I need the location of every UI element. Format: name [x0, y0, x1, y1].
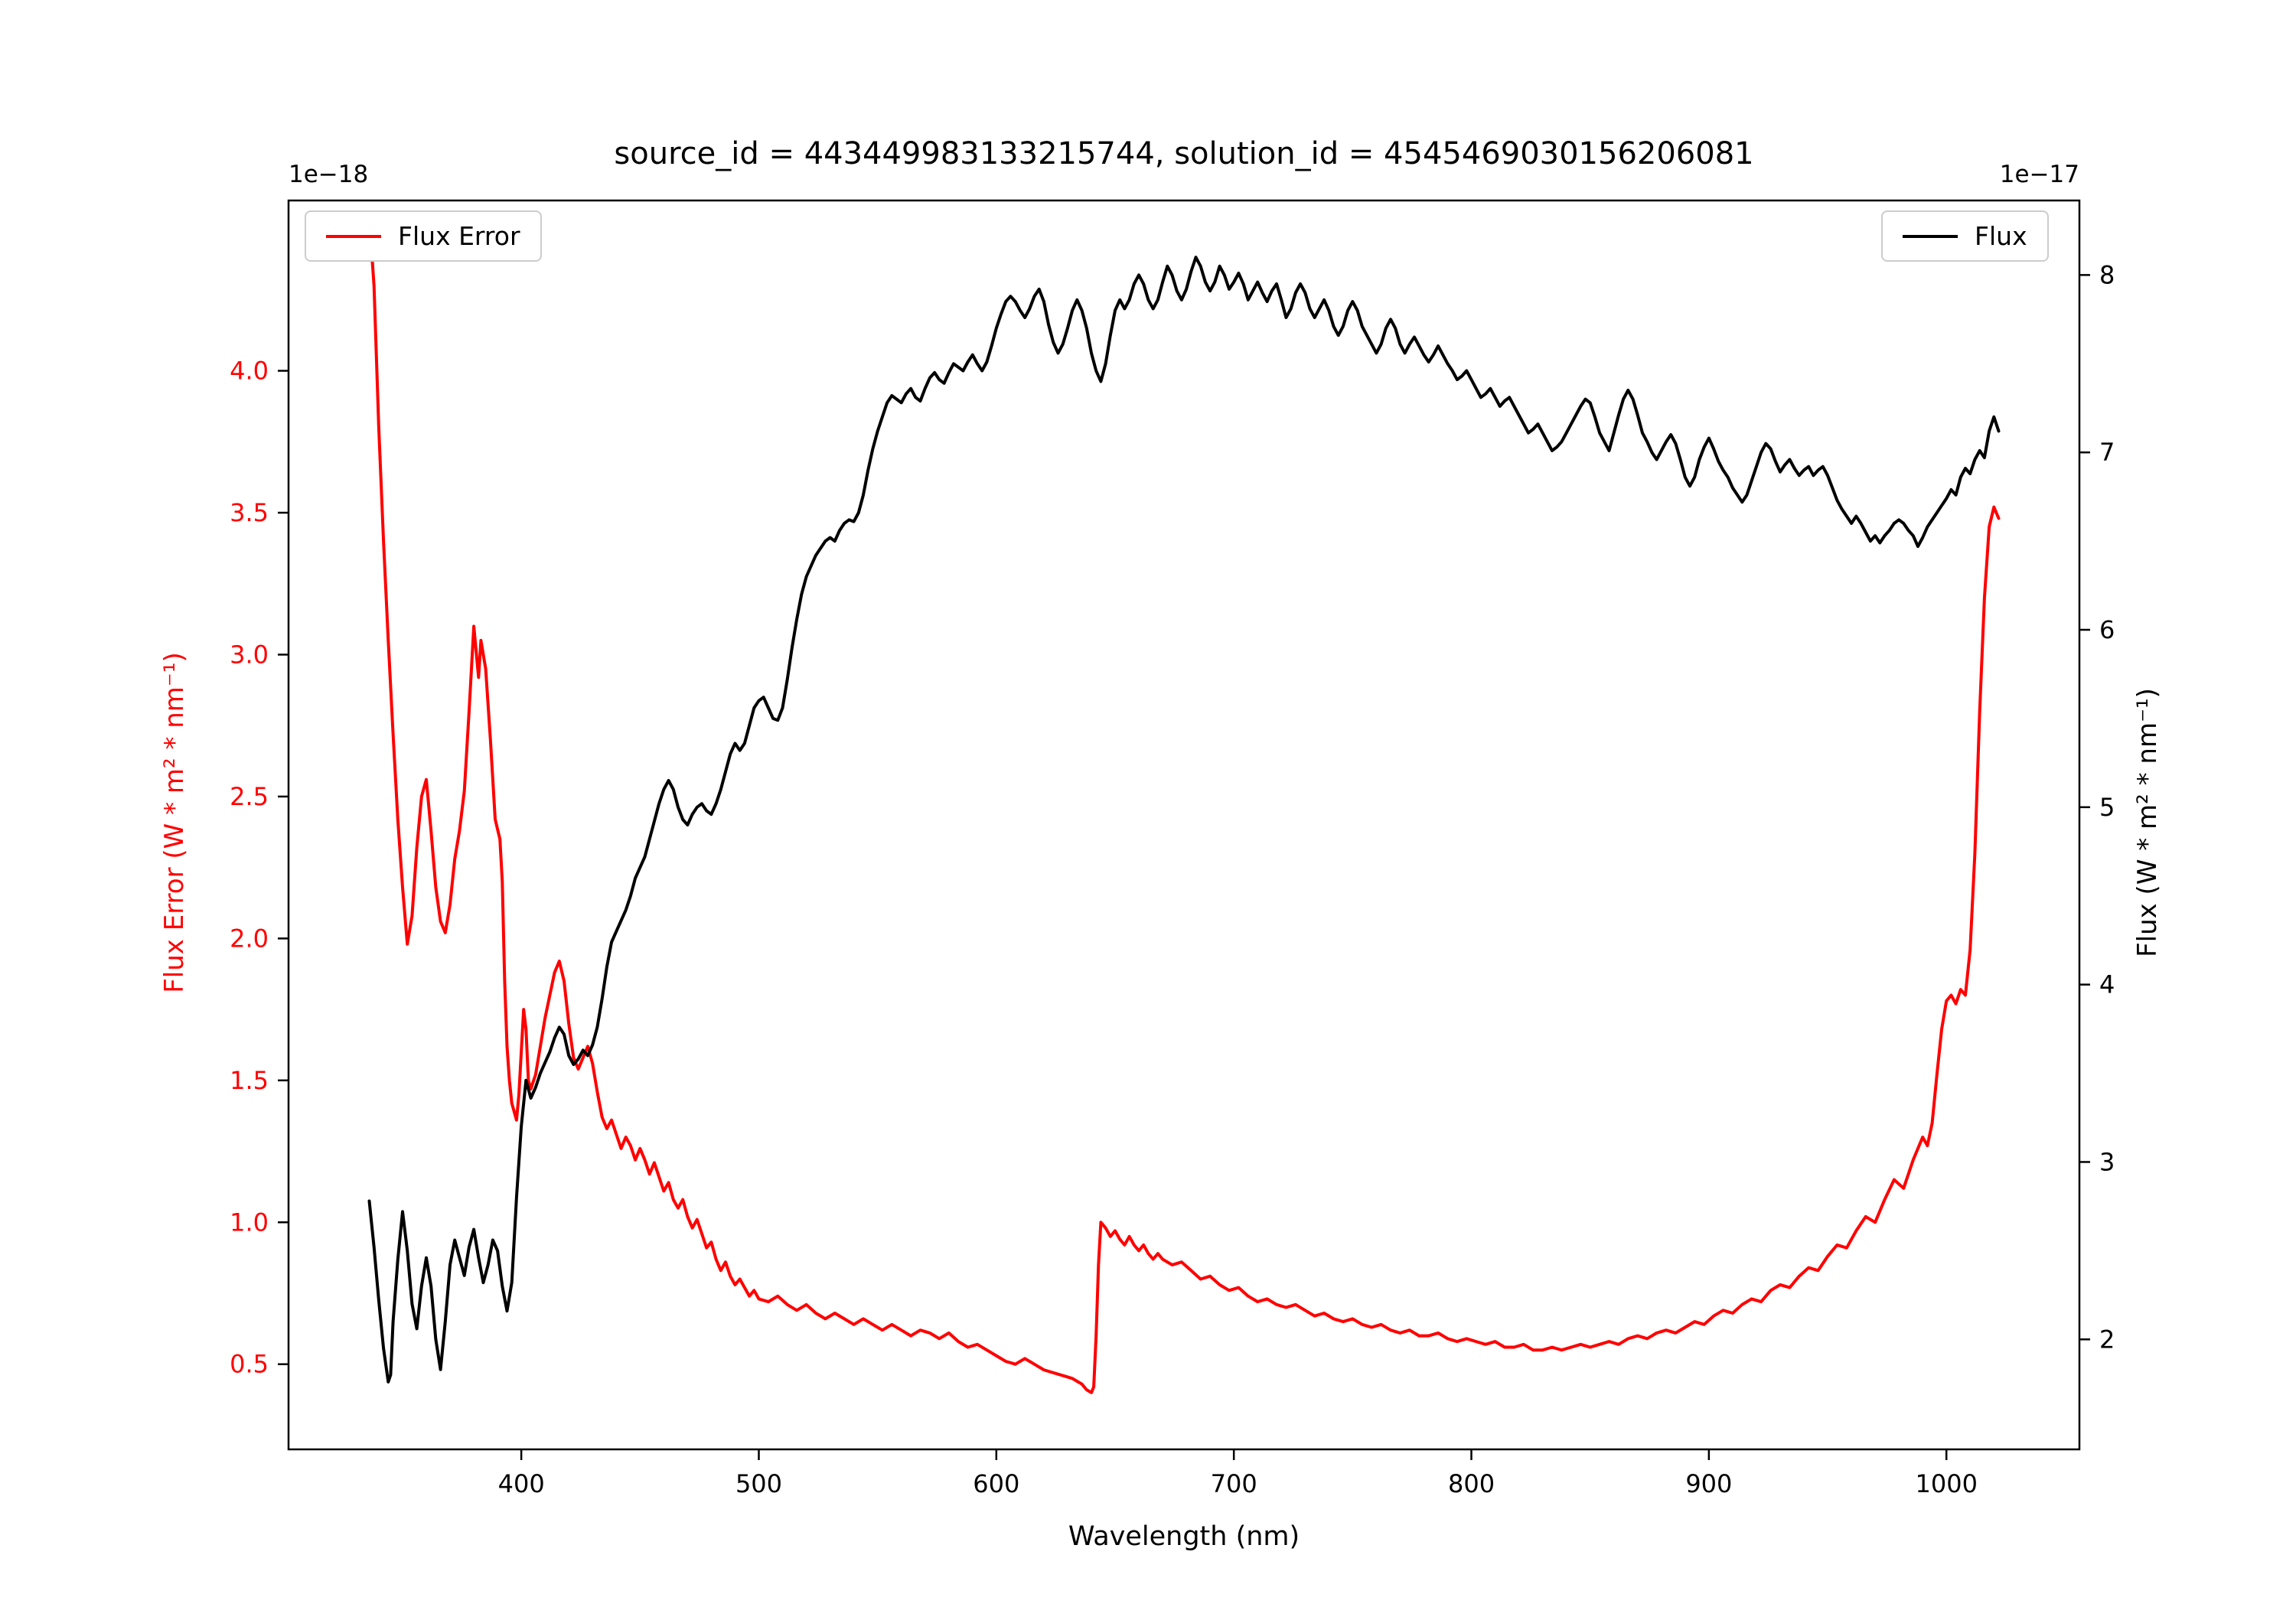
svg-text:3.5: 3.5 — [230, 498, 269, 527]
legend-flux: Flux — [1881, 210, 2049, 262]
svg-text:400: 400 — [498, 1469, 545, 1498]
svg-text:800: 800 — [1448, 1469, 1495, 1498]
svg-text:3: 3 — [2099, 1147, 2115, 1176]
svg-text:1.0: 1.0 — [230, 1208, 269, 1237]
right-axis-label: Flux (W * m² * nm⁻¹) — [2132, 688, 2163, 957]
right-axis-offset-label: 1e−17 — [1999, 161, 2079, 188]
svg-text:500: 500 — [735, 1469, 782, 1498]
legend-flux-error: Flux Error — [305, 210, 542, 262]
x-axis-label: Wavelength (nm) — [1068, 1521, 1300, 1552]
svg-text:8: 8 — [2099, 260, 2115, 289]
legend-flux-error-label: Flux Error — [398, 221, 520, 251]
svg-text:7: 7 — [2099, 438, 2115, 467]
svg-text:6: 6 — [2099, 615, 2115, 644]
svg-text:2.5: 2.5 — [230, 782, 269, 811]
svg-text:600: 600 — [973, 1469, 1019, 1498]
flux-line-sample-icon — [1903, 234, 1958, 238]
left-axis-offset-label: 1e−18 — [289, 161, 369, 188]
svg-text:700: 700 — [1211, 1469, 1257, 1498]
svg-text:900: 900 — [1685, 1469, 1732, 1498]
svg-text:5: 5 — [2099, 793, 2115, 822]
flux-error-line-sample-icon — [326, 234, 381, 238]
svg-text:2: 2 — [2099, 1325, 2115, 1354]
svg-text:2.0: 2.0 — [230, 924, 269, 953]
svg-text:1.5: 1.5 — [230, 1066, 269, 1095]
left-axis-label: Flux Error (W * m² * nm⁻¹) — [159, 652, 190, 993]
svg-text:0.5: 0.5 — [230, 1350, 269, 1379]
svg-text:1000: 1000 — [1915, 1469, 1977, 1498]
chart-title: source_id = 443449983133215744, solution… — [614, 136, 1754, 171]
svg-text:4.0: 4.0 — [230, 357, 269, 386]
svg-text:4: 4 — [2099, 970, 2115, 999]
legend-flux-label: Flux — [1975, 221, 2027, 251]
svg-text:3.0: 3.0 — [230, 640, 269, 669]
